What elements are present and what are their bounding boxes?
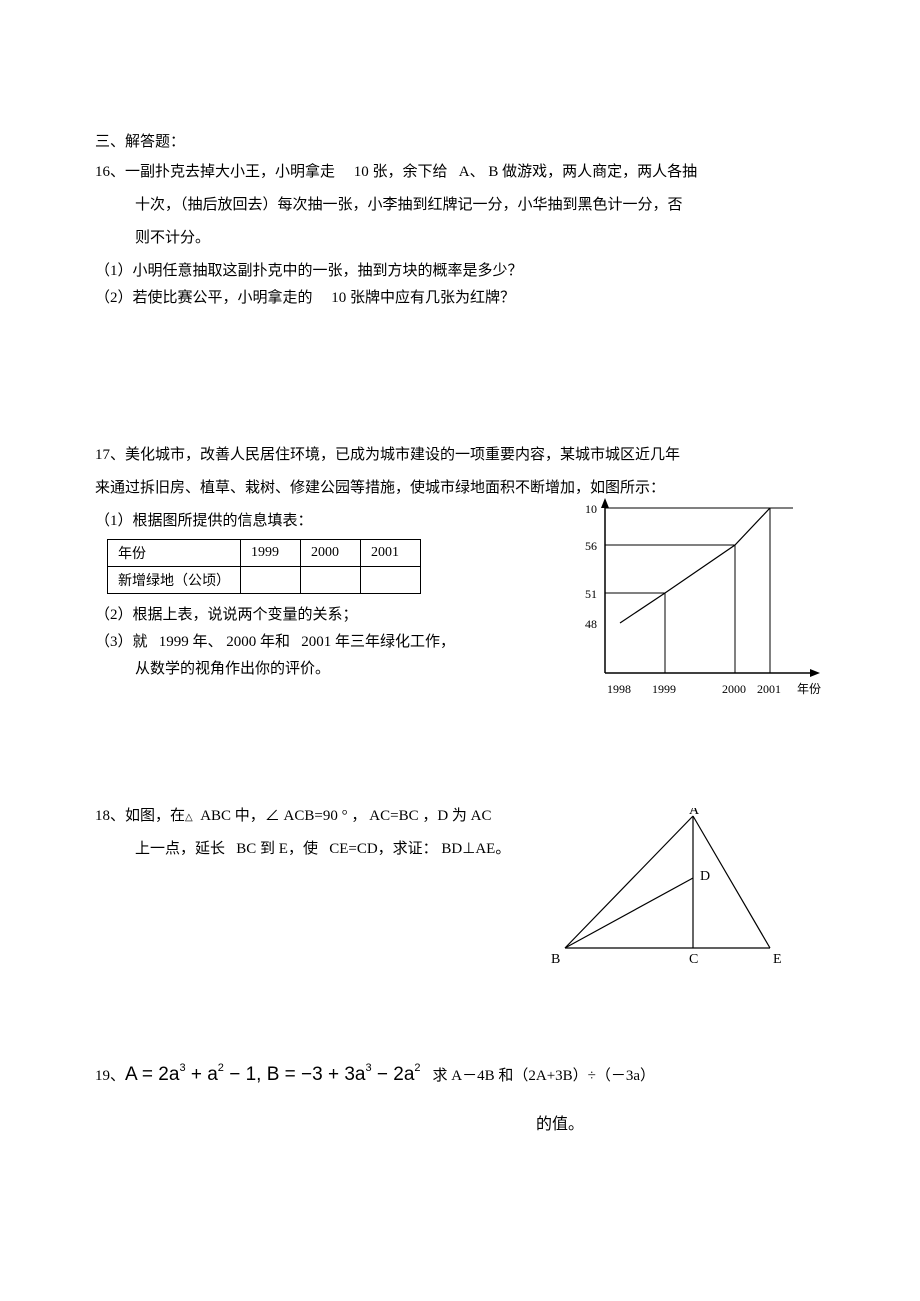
table-header-label: 年份 [108,540,241,567]
xlabel-2000: 2000 [722,682,746,696]
ylabel-48: 48 [585,617,597,631]
q18-line1: 18、如图，在△ ABC 中，∠ ACB=90 ° ， AC=BC ，D 为 A… [95,803,525,830]
q17-table: 年份 1999 2000 2001 新增绿地（公顷） [107,539,421,594]
q17-sub2: （2）根据上表，说说两个变量的关系； [95,602,525,629]
q18-line1c: ， AC=BC ，D 为 AC [351,808,491,824]
ylabel-56: 56 [585,539,597,553]
q16-sub2: （2）若使比赛公平，小明拿走的 10 张牌中应有几张为红牌？ [95,285,825,312]
q17-sub3a: （3）就 [95,634,148,650]
q18-line2c: CE=CD，求证： BD⊥AE。 [329,841,510,857]
ylabel-10: 10 [585,502,597,516]
q19-formula: A = 2a3 + a2 − 1, B = −3 + 3a3 − 2a2 [125,1058,421,1092]
q19-prefix: 19、 [95,1063,125,1090]
q18-line2: 上一点，延长 BC 到 E，使 CE=CD，求证： BD⊥AE。 [95,836,525,863]
label-D: D [700,869,710,884]
q16: 16、一副扑克去掉大小王，小明拿走 10 张，余下给 A、 B 做游戏，两人商定… [95,159,825,186]
q16-line1c: A、 B 做游戏，两人商定，两人各抽 [459,164,697,180]
q16-line1a: 16、一副扑克去掉大小王，小明拿走 [95,164,335,180]
q17-sub1: （1）根据图所提供的信息填表： [95,508,525,535]
table-cell-2000 [301,567,361,594]
q18-line2a: 上一点，延长 [135,841,225,857]
q17-line1: 17、美化城市，改善人民居住环境，已成为城市建设的一项重要内容，某城市城区近几年 [95,442,825,469]
q18-line1a: 18、如图，在 [95,808,185,824]
q19-ending: 的值。 [95,1110,825,1134]
q18-line2b: BC 到 E，使 [236,841,318,857]
xlabel-2001: 2001 [757,682,781,696]
label-B: B [551,952,560,967]
xaxis-label: 年份 [797,682,821,696]
q16-sub1: （1）小明任意抽取这副扑克中的一张，抽到方块的概率是多少？ [95,258,825,285]
q19-tail: 求 A－4B 和（2A+3B）÷（－3a） [433,1063,656,1090]
table-cell-1999 [241,567,301,594]
q17-sub3d: 从数学的视角作出你的评价。 [95,656,525,683]
section-title: 三、解答题： [95,130,825,151]
q17-sub3c: 2001 年三年绿化工作， [301,634,455,650]
table-col-2000: 2000 [301,540,361,567]
table-row-label: 新增绿地（公顷） [108,567,241,594]
q19: 19、 A = 2a3 + a2 − 1, B = −3 + 3a3 − 2a2… [95,1058,825,1092]
q18-triangle: A B C D E [545,808,795,973]
q18-line1b: ABC 中，∠ ACB=90 ° [200,808,347,824]
q17-chart: 10 56 51 48 1998 1999 2000 2001 年份 [565,498,845,718]
q16-line3: 则不计分。 [95,225,825,252]
label-A: A [689,808,700,818]
table-cell-2001 [361,567,421,594]
q17-sub3: （3）就 1999 年、 2000 年和 2001 年三年绿化工作， [95,629,525,656]
ylabel-51: 51 [585,587,597,601]
q16-sub2a: （2）若使比赛公平，小明拿走的 [95,290,313,306]
table-col-1999: 1999 [241,540,301,567]
q16-sub2b: 10 张牌中应有几张为红牌？ [331,290,515,306]
q17-sub3b: 1999 年、 2000 年和 [159,634,290,650]
table-col-2001: 2001 [361,540,421,567]
xlabel-1999: 1999 [652,682,676,696]
xlabel-1998: 1998 [607,682,631,696]
label-E: E [773,952,782,967]
q16-line2: 十次，（抽后放回去）每次抽一张，小李抽到红牌记一分，小华抽到黑色计一分，否 [95,192,825,219]
q16-line1b: 10 张，余下给 [354,164,448,180]
label-C: C [689,952,698,967]
